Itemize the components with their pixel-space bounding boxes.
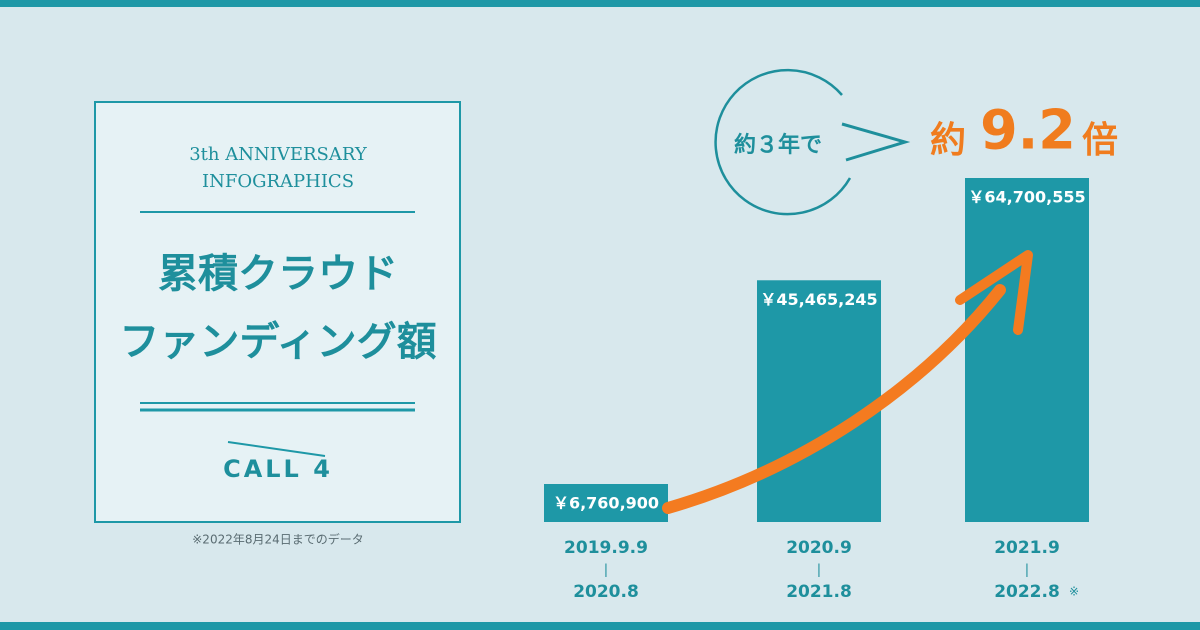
x-tick-label-end: 2021.8: [786, 582, 852, 602]
x-tick-separator: |: [1025, 563, 1029, 578]
x-tick-separator: |: [604, 563, 608, 578]
end-note: ※: [1069, 585, 1079, 599]
bar: [757, 280, 881, 522]
growth-arrowhead: [955, 250, 1033, 335]
note: ※2022年8月24日までのデータ: [192, 532, 364, 547]
value-label: ￥6,760,900: [553, 494, 659, 513]
x-tick-label: 2021.9: [994, 538, 1060, 558]
multiplier: 9.2: [980, 99, 1076, 162]
bottom-stripe: [0, 622, 1200, 630]
x-tick-separator: |: [817, 563, 821, 578]
multiplier-suffix: 倍: [1082, 120, 1118, 161]
card-title: 累積クラウド: [158, 251, 398, 297]
logo-mark: [227, 441, 326, 457]
value-label: ￥45,465,245: [760, 290, 877, 309]
x-tick-label: 2019.9.9: [564, 538, 648, 558]
multiplier-prefix: 約: [930, 120, 966, 161]
logo: CALL 4: [223, 455, 333, 483]
card-subtitle: INFOGRAPHICS: [202, 171, 354, 192]
value-label: ￥64,700,555: [968, 188, 1085, 207]
bars: [544, 178, 1089, 522]
growth-arrow: [662, 284, 1006, 514]
card-title: ファンディング額: [119, 319, 436, 365]
greater-sign: [841, 122, 911, 162]
top-stripe: [0, 0, 1200, 7]
x-tick-label-end: 2022.8: [994, 582, 1060, 602]
card-subtitle: 3th ANNIVERSARY: [189, 144, 368, 165]
bar: [965, 178, 1089, 522]
period-label: 約３年で: [734, 132, 822, 158]
circle-arc: [714, 68, 852, 216]
bar: [544, 484, 668, 522]
x-tick-label-end: 2020.8: [573, 582, 639, 602]
card: [94, 101, 461, 523]
x-tick-label: 2020.9: [786, 538, 852, 558]
